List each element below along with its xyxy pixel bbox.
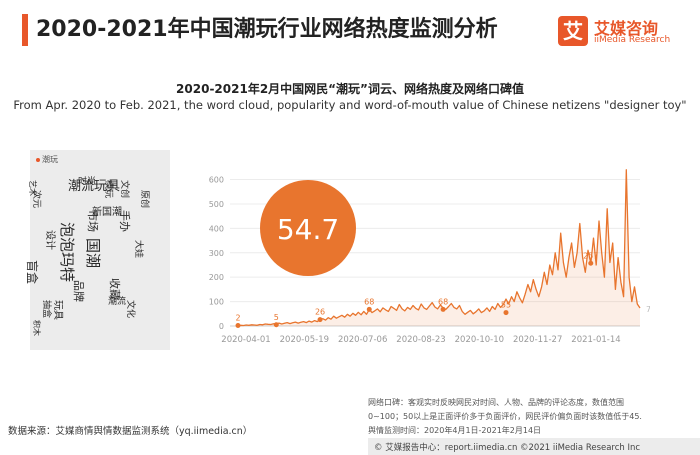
logo-mark-icon: 艾 <box>558 16 588 46</box>
data-label: 73.6 <box>646 305 650 314</box>
word-cloud-legend: 潮玩 <box>36 154 58 165</box>
data-label: 2 <box>235 314 240 323</box>
title-accent-bar <box>22 14 28 46</box>
y-tick-label: 300 <box>209 249 224 258</box>
data-point <box>440 306 446 312</box>
y-tick-label: 200 <box>209 273 224 282</box>
chart-title: 2020-2021年2月中国网民“潮玩”词云、网络热度及网络口碑值 <box>176 82 524 96</box>
footer-bar: © 艾媒报告中心：report.iimedia.cn ©2021 iiMedia… <box>368 438 700 455</box>
data-label: 68 <box>438 297 448 306</box>
word-cloud-word: 模玩 <box>103 180 113 199</box>
y-tick-label: 0 <box>219 322 224 331</box>
data-source: 数据来源：艾媒商情舆情数据监测系统（yq.iimedia.cn） <box>8 426 253 437</box>
page-title: 2020-2021年中国潮玩行业网络热度监测分析 <box>36 17 498 42</box>
logo-cn-text: 艾媒咨询 <box>594 19 659 38</box>
data-point <box>366 306 372 312</box>
note-line-2: 0~100；50以上是正面评价多于负面评价，网民评价偏负面时该数值低于45. <box>368 412 642 421</box>
popularity-line-chart: 0 100 200 300 400 500 600 2020-04-01 2020-05-19 2… <box>209 169 650 345</box>
data-label: 5 <box>274 313 279 322</box>
x-tick-label: 2020-07-06 <box>338 335 387 345</box>
y-tick-label: 600 <box>209 176 224 185</box>
word-cloud-word: 积木 <box>32 320 41 336</box>
data-point <box>235 323 241 329</box>
data-point <box>317 317 323 323</box>
x-tick-label: 2020-10-10 <box>455 335 504 345</box>
word-cloud-word: 新国潮 <box>92 207 122 218</box>
word-of-mouth-bubble <box>260 180 356 276</box>
data-point <box>273 322 279 328</box>
data-point <box>588 260 594 266</box>
word-cloud-word: 品牌 <box>72 280 85 302</box>
data-label: 68 <box>364 297 374 306</box>
word-cloud-word: 抽盒 <box>41 300 51 319</box>
word-cloud-legend-label: 潮玩 <box>42 155 58 164</box>
word-cloud-word: 潮流 <box>108 297 127 307</box>
note-line-1: 网络口碑：客观实时反映网民对时间、人物、品牌的评论态度，数值范围 <box>368 398 624 407</box>
word-cloud-word: 文创 <box>119 180 129 199</box>
x-tick-label: 2020-08-23 <box>396 335 445 345</box>
y-tick-label: 100 <box>209 298 224 307</box>
word-cloud-word: 文化 <box>125 300 135 319</box>
footer-text: © 艾媒报告中心：report.iimedia.cn ©2021 iiMedia… <box>374 443 641 453</box>
legend-dot-icon <box>36 157 40 162</box>
x-tick-label: 2020-04-01 <box>221 335 270 345</box>
x-tick-label: 2021-01-14 <box>571 335 620 345</box>
word-cloud-word: 玩具 <box>52 300 63 320</box>
logo-en-text: iiMedia Research <box>594 35 671 45</box>
chart-subtitle: From Apr. 2020 to Feb. 2021, the word cl… <box>13 98 687 112</box>
word-cloud-word: 大娃 <box>133 240 143 259</box>
word-cloud-word: 原创 <box>139 190 149 209</box>
data-point <box>503 310 509 316</box>
data-label: 26 <box>315 308 325 317</box>
word-cloud-word: 泡泡玛特 <box>58 222 76 283</box>
series-area <box>238 169 640 326</box>
word-of-mouth-value: 54.7 <box>277 213 339 246</box>
word-cloud-word: 潮流玩具 <box>68 179 121 194</box>
note-line-3: 舆情监测时间：2020年4月1日-2021年2月14日 <box>368 426 542 435</box>
word-cloud-word: 艺术 <box>28 180 37 196</box>
word-cloud-panel: 潮玩 潮流玩具 泡泡玛特 国潮 市场 手办 次元 新国潮 盲盒 收藏 大娃 文创 原创 品牌 抽盒 玩具 设计… <box>25 150 170 350</box>
data-label: 257 <box>583 251 598 260</box>
word-cloud-word: 时尚 <box>78 177 97 187</box>
x-tick-label: 2020-11-27 <box>513 335 562 345</box>
iimedia-logo: 艾 艾媒咨询 iiMedia Research <box>558 16 686 52</box>
word-cloud-word: 盲盒 <box>25 260 39 285</box>
series-line <box>237 169 641 327</box>
data-label: 55 <box>501 301 511 310</box>
word-cloud-word: 设计 <box>44 230 55 250</box>
y-tick-label: 500 <box>209 200 224 209</box>
y-tick-label: 400 <box>209 224 224 233</box>
x-tick-label: 2020-05-19 <box>280 335 329 345</box>
word-cloud-word: 国潮 <box>84 238 102 269</box>
